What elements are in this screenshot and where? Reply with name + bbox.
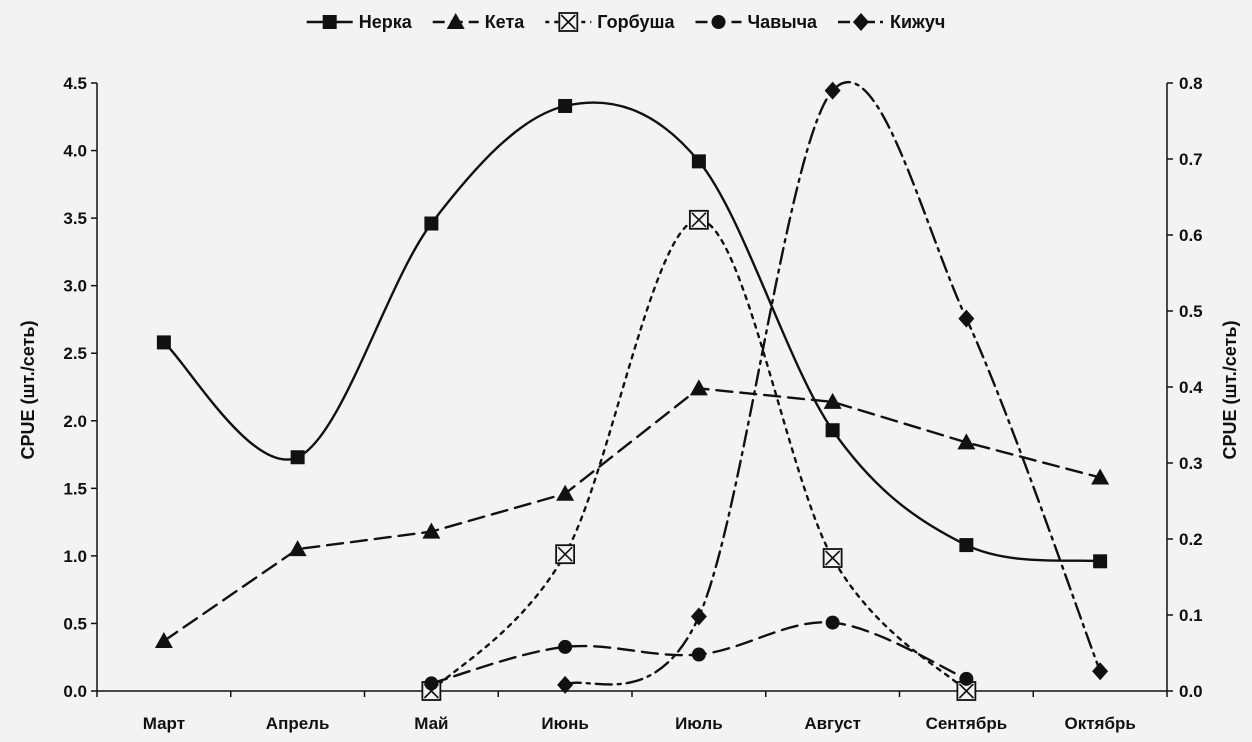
data-point: [558, 98, 573, 113]
legend-item: Кета: [432, 12, 526, 32]
data-point: [691, 154, 706, 169]
y-tick-label-left: 1.0: [63, 547, 87, 566]
x-tick-label: Июнь: [541, 714, 588, 733]
data-point: [556, 484, 575, 501]
data-point: [1091, 468, 1110, 485]
y-tick-label-right: 0.3: [1179, 454, 1203, 473]
series-line: [563, 81, 1102, 687]
data-point: [957, 433, 976, 450]
x-tick-label: Апрель: [266, 714, 330, 733]
series-line: [430, 218, 968, 693]
legend-label: Кета: [485, 12, 526, 32]
series-layer: [154, 81, 1110, 701]
data-point: [558, 639, 573, 654]
data-point: [824, 81, 841, 100]
data-point: [422, 522, 441, 539]
data-point: [956, 681, 977, 701]
y-tick-label-right: 0.1: [1179, 606, 1203, 625]
data-point: [691, 647, 706, 662]
x-tick-label: Июль: [675, 714, 723, 733]
y-tick-label-right: 0.7: [1179, 150, 1203, 169]
y-tick-label-left: 3.5: [63, 209, 87, 228]
series-2: [154, 379, 1110, 649]
legend-marker: [558, 12, 579, 32]
y-tick-label-right: 0.6: [1179, 226, 1203, 245]
y-tick-label-left: 4.0: [63, 142, 87, 161]
data-point: [156, 335, 171, 350]
legend-item: Кижуч: [838, 12, 945, 32]
legend-marker: [711, 15, 726, 29]
y-tick-label-right: 0.4: [1179, 378, 1203, 397]
data-point: [959, 538, 974, 553]
legend-label: Горбуша: [597, 12, 675, 32]
y-tick-label-right: 0.0: [1179, 682, 1203, 701]
data-point: [290, 450, 305, 465]
legend: Нерка Кета Горбуша Чавыча Кижуч: [306, 12, 945, 32]
data-point: [424, 676, 439, 691]
legend-label: Чавыча: [748, 12, 819, 32]
y-tick-label-left: 4.5: [63, 74, 87, 93]
y-axis-title-right: CPUE (шт./сеть): [1220, 321, 1240, 460]
data-point: [958, 309, 975, 328]
legend-marker: [853, 13, 869, 31]
y-tick-label-left: 1.5: [63, 479, 87, 498]
data-point: [1093, 554, 1108, 569]
y-tick-label-left: 0.0: [63, 682, 87, 701]
y-tick-label-right: 0.8: [1179, 74, 1203, 93]
data-point: [557, 675, 574, 694]
legend-label: Кижуч: [890, 12, 945, 32]
y-tick-label-left: 2.5: [63, 344, 87, 363]
data-point: [825, 423, 840, 438]
data-point: [690, 607, 707, 626]
legend-label: Нерка: [359, 12, 413, 32]
x-tick-label: Май: [414, 714, 448, 733]
legend-item: Горбуша: [545, 12, 675, 32]
y-tick-label-right: 0.5: [1179, 302, 1203, 321]
y-tick-label-left: 2.0: [63, 412, 87, 431]
data-point: [688, 209, 709, 230]
x-tick-label: Сентябрь: [926, 714, 1008, 733]
data-point: [154, 632, 173, 649]
legend-marker: [322, 15, 337, 29]
series-1: [156, 98, 1108, 569]
data-point: [825, 615, 840, 630]
legend-item: Чавыча: [695, 12, 819, 32]
y-tick-label-right: 0.2: [1179, 530, 1203, 549]
x-tick-label: Октябрь: [1064, 714, 1135, 733]
series-line: [162, 387, 1102, 643]
y-axis-title-left: CPUE (шт./сеть): [18, 321, 38, 460]
legend-marker: [446, 13, 465, 29]
series-3: [421, 209, 977, 701]
series-5: [557, 81, 1109, 694]
data-point: [1092, 662, 1109, 681]
data-point: [959, 671, 974, 686]
data-point: [822, 548, 843, 568]
series-4: [424, 615, 974, 691]
y-tick-label-left: 0.5: [63, 614, 87, 633]
axes: 0.0 0.5 1.0 1.5 2.0 2.5 3.0 3.5 4.0 4.5 0.0 0.1 0.2 0…: [63, 74, 1203, 733]
legend-item: Нерка: [306, 12, 413, 32]
x-tick-label: Август: [804, 714, 861, 733]
y-tick-label-left: 3.0: [63, 277, 87, 296]
data-point: [555, 544, 576, 565]
data-point: [288, 540, 307, 557]
x-tick-label: Март: [143, 714, 185, 733]
data-point: [823, 392, 842, 409]
data-point: [689, 379, 708, 396]
data-point: [424, 216, 439, 231]
series-line: [162, 101, 1102, 563]
